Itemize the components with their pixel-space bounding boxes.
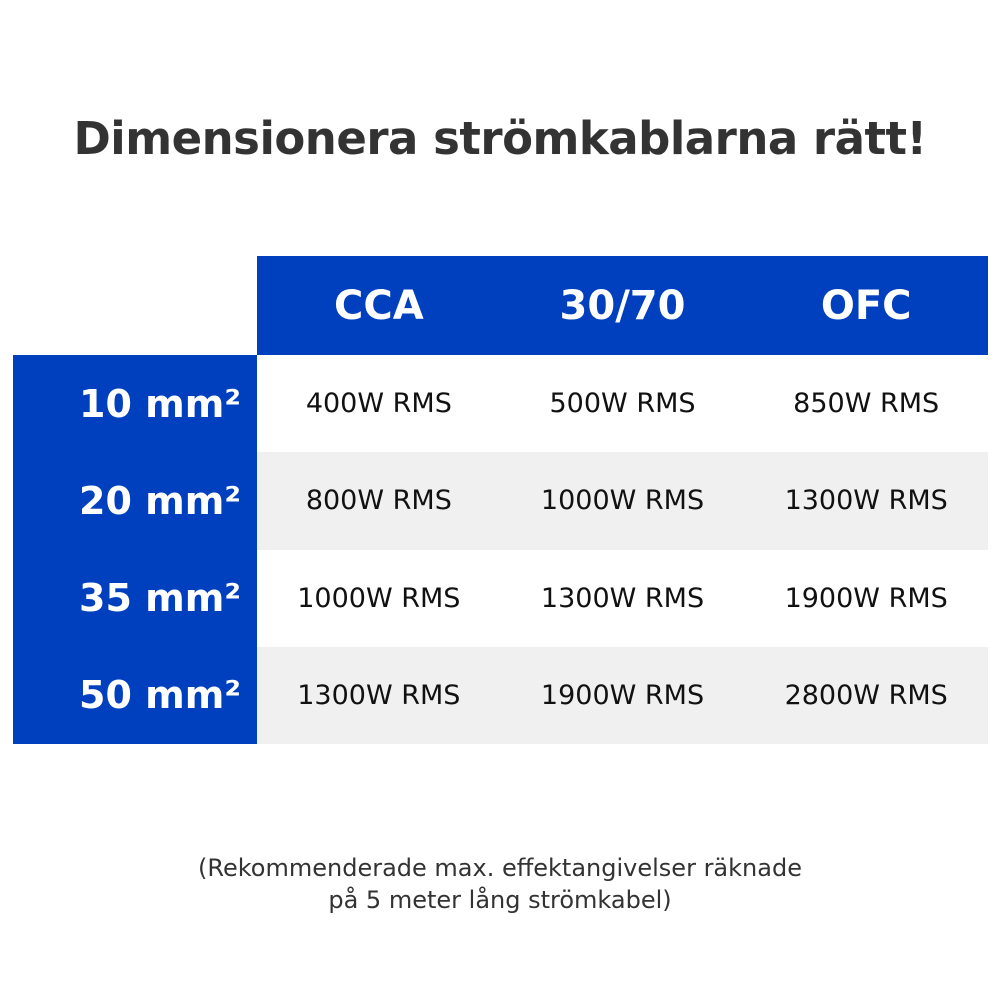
page-title: Dimensionera strömkablarna rätt!: [73, 112, 927, 165]
table-row: 400W RMS 500W RMS 850W RMS: [257, 355, 988, 452]
table-cell: 1300W RMS: [297, 679, 461, 711]
table-cell: 500W RMS: [549, 388, 696, 420]
table-cell: 1900W RMS: [540, 679, 705, 711]
table-header: CCA 30/70 OFC: [257, 256, 988, 355]
column-header-3070: 30/70: [559, 282, 686, 329]
table-cell: 1300W RMS: [540, 582, 705, 614]
row-label: 10 mm²: [79, 381, 241, 426]
table-cell: 2800W RMS: [784, 679, 948, 711]
footnote-line-1: (Rekommenderade max. effektangivelser rä…: [198, 854, 802, 882]
footnote-line-2: på 5 meter lång strömkabel): [328, 886, 672, 914]
table-cell: 400W RMS: [305, 388, 452, 420]
table-cell: 1000W RMS: [540, 485, 705, 517]
row-labels: 10 mm² 20 mm² 35 mm² 50 mm²: [13, 355, 257, 744]
table-cell: 1000W RMS: [297, 582, 461, 614]
table-cell: 1900W RMS: [784, 582, 948, 614]
row-label: 50 mm²: [79, 673, 241, 718]
table-row: 1000W RMS 1300W RMS 1900W RMS: [257, 550, 988, 647]
column-header-cca: CCA: [334, 282, 424, 329]
table-cell: 850W RMS: [793, 388, 940, 420]
table-cell: 1300W RMS: [784, 485, 948, 517]
column-header-ofc: OFC: [820, 282, 912, 329]
table-cell: 800W RMS: [305, 485, 452, 517]
table-row: 800W RMS 1000W RMS 1300W RMS: [257, 452, 988, 550]
table-row: 1300W RMS 1900W RMS 2800W RMS: [257, 646, 988, 744]
table-body: 400W RMS 500W RMS 850W RMS 800W RMS 1000…: [257, 355, 988, 744]
row-label: 20 mm²: [79, 478, 241, 523]
row-label: 35 mm²: [79, 576, 241, 621]
footnote: (Rekommenderade max. effektangivelser rä…: [0, 852, 1000, 916]
